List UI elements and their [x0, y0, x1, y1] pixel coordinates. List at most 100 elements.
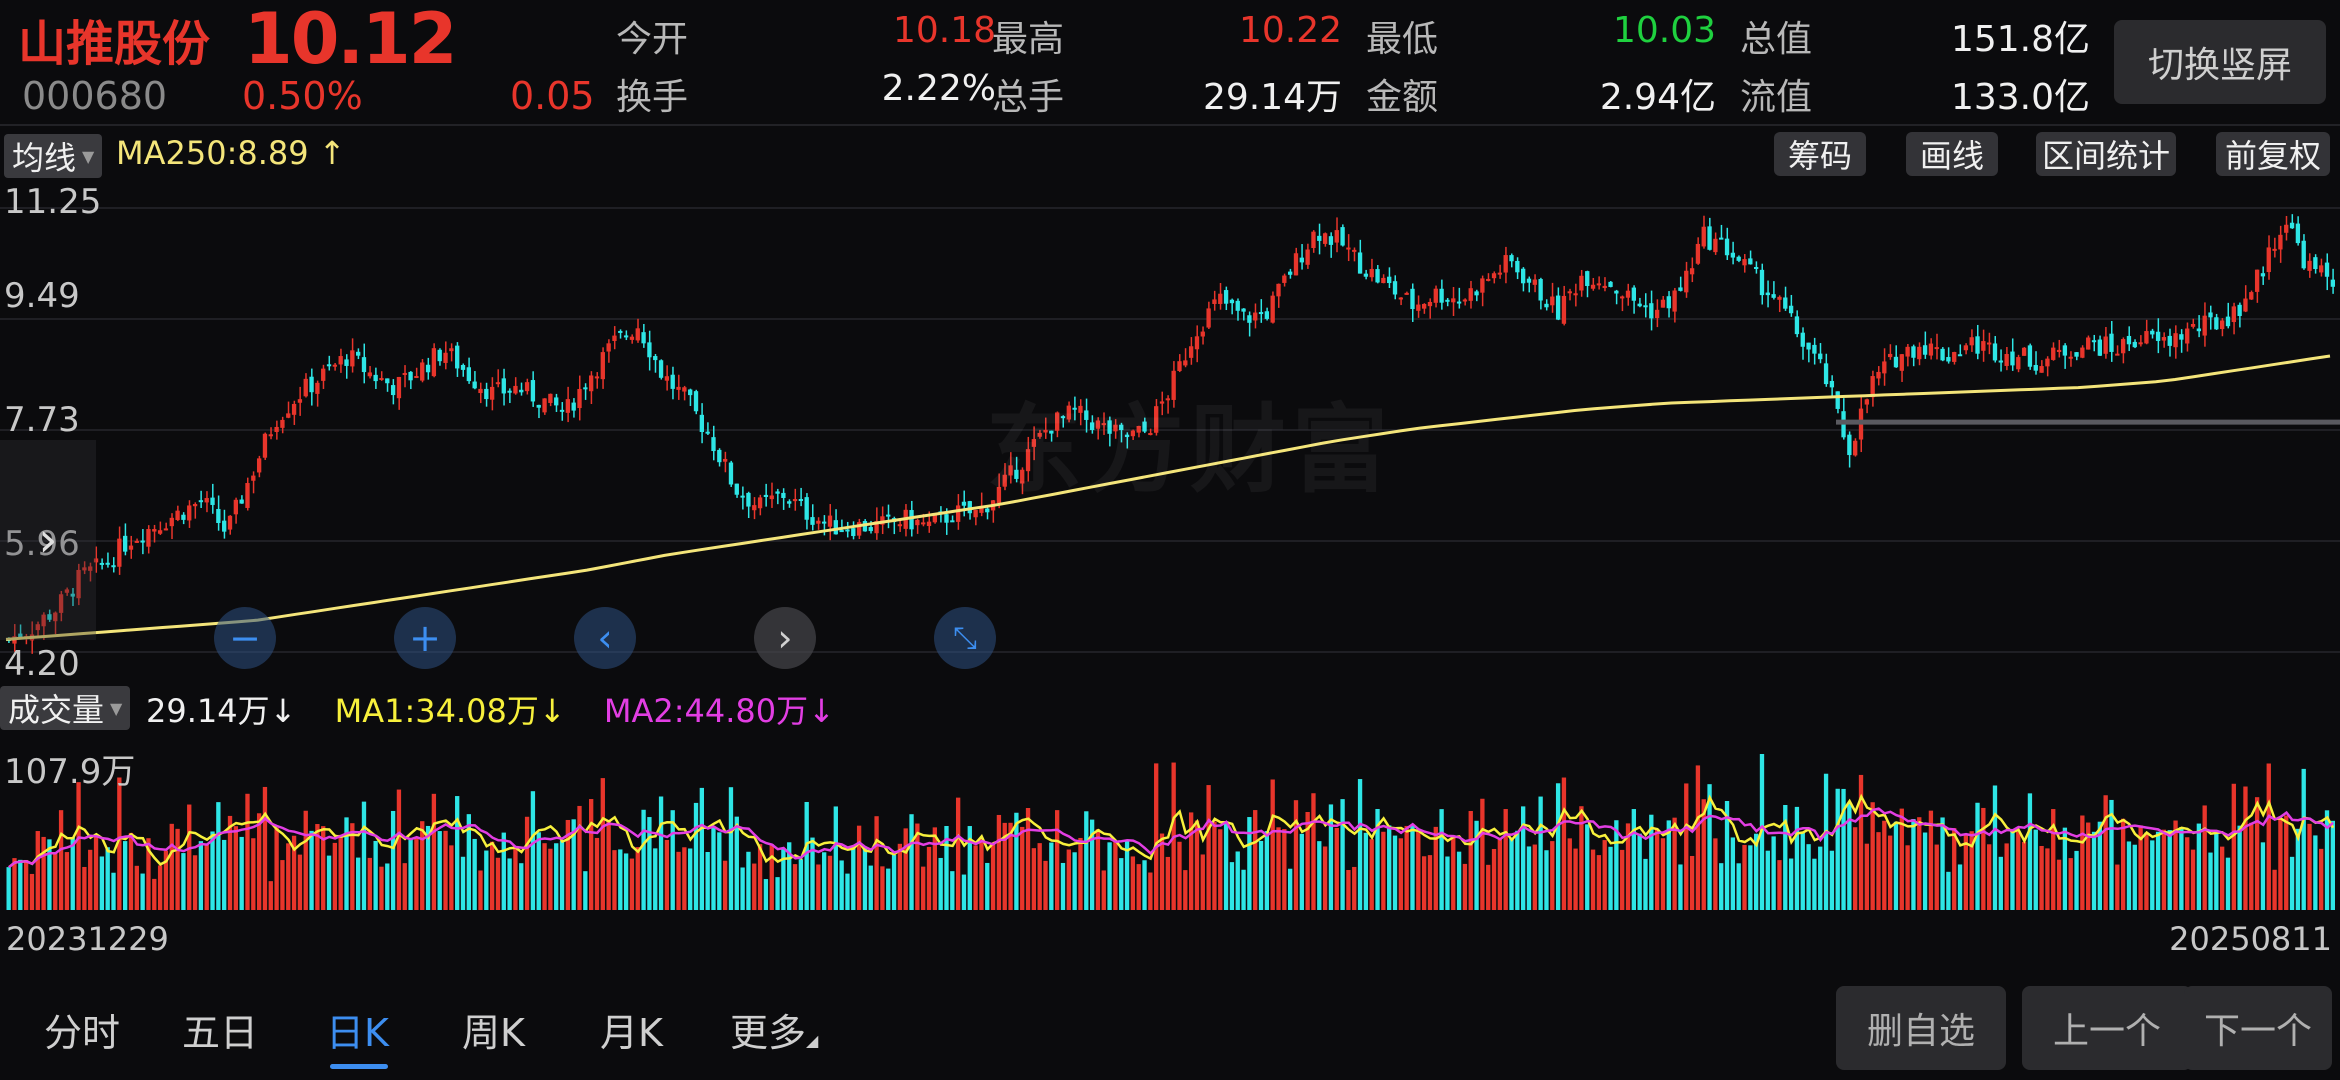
volume-bar	[1579, 806, 1584, 910]
scroll-right-icon[interactable]: ›	[754, 607, 816, 669]
candle-body	[1987, 342, 1992, 345]
volume-bar	[705, 851, 710, 910]
volume-bar	[1049, 842, 1054, 910]
quote-value: 151.8亿	[1950, 19, 2090, 60]
compress-icon[interactable]: ⤡	[934, 607, 996, 669]
candle-body	[70, 593, 75, 597]
tab-daily-k[interactable]: 日K	[326, 1011, 389, 1055]
volume-bar	[1876, 832, 1881, 910]
zoom-in-icon[interactable]: +	[394, 607, 456, 669]
candle-body	[1625, 290, 1631, 298]
candle-body	[187, 505, 192, 521]
candle-body	[2272, 248, 2277, 251]
stock-price: 10.12	[244, 0, 457, 80]
candle-body	[1649, 303, 1654, 319]
expand-panel-chevron-right-icon[interactable]: ›	[0, 440, 96, 640]
candle-body	[1095, 420, 1101, 429]
volume-bar	[1590, 849, 1596, 910]
volume-bar	[2086, 822, 2091, 910]
candle-body	[1177, 361, 1182, 372]
chip-distribution-button[interactable]: 筹码	[1774, 132, 1866, 176]
zoom-out-icon[interactable]: −	[214, 607, 276, 669]
candle-body	[2278, 234, 2283, 250]
range-stats-button[interactable]: 区间统计	[2036, 132, 2176, 176]
candle-body	[1235, 300, 1240, 311]
candle-body	[1579, 275, 1584, 291]
price-chart[interactable]	[0, 182, 2340, 680]
candle-body	[1037, 432, 1042, 437]
candle-body	[2039, 366, 2044, 373]
candle-body	[128, 545, 134, 550]
volume-bar	[1975, 802, 1980, 910]
candle-body	[1148, 433, 1153, 436]
volume-bar	[1713, 838, 1718, 910]
tab-more[interactable]: 更多◢	[730, 1002, 818, 1057]
candle-body	[536, 404, 541, 408]
volume-bar	[985, 862, 990, 910]
tab-intraday[interactable]: 分时	[44, 1011, 121, 1055]
volume-bar	[2056, 859, 2062, 910]
volume-bar	[536, 832, 541, 910]
volume-bar	[1777, 860, 1782, 910]
candle-body	[1264, 311, 1270, 319]
candle-body	[385, 378, 390, 384]
volume-bar	[897, 843, 903, 910]
tab-weekly-k[interactable]: 周K	[462, 1011, 525, 1055]
volume-bar	[1614, 820, 1619, 910]
tab-monthly-k[interactable]: 月K	[600, 1011, 663, 1055]
candle-body	[693, 391, 699, 412]
next-stock-button[interactable]: 下一个	[2184, 986, 2332, 1070]
volume-chart[interactable]	[0, 736, 2340, 910]
volume-bar	[1695, 765, 1701, 910]
ma-dropdown[interactable]: 均线 ▼	[4, 134, 103, 178]
switch-portrait-button[interactable]: 切换竖屏	[2114, 20, 2326, 104]
candle-body	[792, 499, 798, 502]
volume-bar	[1124, 839, 1130, 910]
candle-body	[1876, 371, 1881, 379]
volume-bar	[466, 814, 471, 910]
candle-body	[82, 567, 87, 571]
candle-body	[1130, 430, 1136, 437]
volume-dropdown[interactable]: 成交量 ▼	[0, 686, 131, 730]
candle-body	[676, 386, 681, 390]
scroll-left-icon[interactable]: ‹	[574, 607, 636, 669]
candle-body	[1934, 347, 1939, 350]
candle-body	[2196, 328, 2202, 332]
volume-bar	[152, 878, 157, 910]
candle-body	[1194, 336, 1200, 350]
candle-body	[1532, 279, 1537, 285]
volume-bar	[1596, 855, 1602, 910]
volume-bar	[2202, 805, 2207, 910]
volume-bar	[950, 871, 955, 910]
tab-five-day[interactable]: 五日	[182, 1011, 259, 1055]
candle-body	[734, 483, 739, 495]
volume-bar	[501, 832, 506, 910]
forward-adjust-button[interactable]: 前复权	[2216, 132, 2330, 176]
candle-body	[1253, 312, 1258, 321]
volume-bar	[2220, 846, 2225, 910]
candle-body	[1783, 297, 1788, 309]
volume-bar	[1905, 845, 1910, 910]
volume-bar	[1497, 838, 1503, 910]
volume-bar	[1101, 870, 1106, 910]
volume-bar	[1585, 824, 1590, 910]
remove-watchlist-button[interactable]: 删自选	[1836, 986, 2006, 1070]
draw-line-button[interactable]: 画线	[1906, 132, 1998, 176]
volume-bar	[1922, 832, 1928, 910]
volume-bar	[2190, 849, 2196, 910]
volume-bar	[356, 857, 361, 910]
volume-bar	[332, 842, 338, 910]
candle-body	[1952, 352, 1957, 362]
previous-stock-button[interactable]: 上一个	[2022, 986, 2192, 1070]
volume-bar	[2144, 832, 2149, 910]
volume-bar	[2074, 850, 2079, 910]
volume-bar	[990, 843, 996, 910]
candle-body	[2062, 345, 2068, 356]
volume-bar	[204, 843, 209, 910]
candle-body	[664, 376, 670, 381]
volume-bar	[722, 860, 728, 910]
volume-bar	[1689, 855, 1695, 910]
candle-body	[420, 362, 425, 381]
volume-ma2-line	[8, 807, 2334, 869]
candle-body	[2243, 298, 2248, 312]
